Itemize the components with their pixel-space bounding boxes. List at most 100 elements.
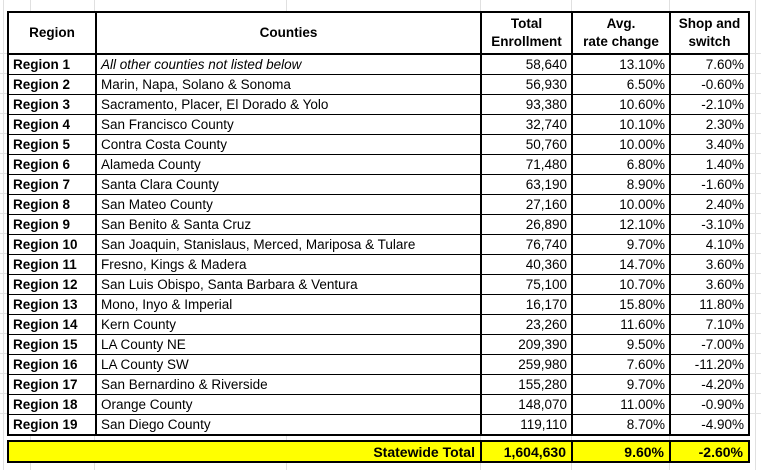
- region-cell[interactable]: Region 5: [7, 134, 97, 155]
- rate-cell[interactable]: 10.00%: [571, 194, 671, 215]
- counties-cell[interactable]: Kern County: [95, 314, 482, 335]
- counties-cell[interactable]: San Bernardino & Riverside: [95, 374, 482, 395]
- region-cell[interactable]: Region 3: [7, 94, 97, 115]
- enrollment-cell[interactable]: 50,760: [480, 134, 573, 155]
- region-cell[interactable]: Region 15: [7, 334, 97, 355]
- enrollment-cell[interactable]: 56,930: [480, 74, 573, 95]
- region-cell[interactable]: Region 18: [7, 394, 97, 415]
- enrollment-cell[interactable]: 148,070: [480, 394, 573, 415]
- rate-cell[interactable]: 10.60%: [571, 94, 671, 115]
- shop-cell[interactable]: 1.40%: [669, 154, 750, 175]
- region-cell[interactable]: Region 13: [7, 294, 97, 315]
- header-counties[interactable]: Counties: [95, 11, 482, 55]
- counties-cell[interactable]: Santa Clara County: [95, 174, 482, 195]
- region-cell[interactable]: Region 2: [7, 74, 97, 95]
- enrollment-cell[interactable]: 23,260: [480, 314, 573, 335]
- rate-cell[interactable]: 6.50%: [571, 74, 671, 95]
- counties-cell[interactable]: Orange County: [95, 394, 482, 415]
- enrollment-cell[interactable]: 27,160: [480, 194, 573, 215]
- counties-cell[interactable]: San Diego County: [95, 414, 482, 436]
- shop-cell[interactable]: 3.60%: [669, 274, 750, 295]
- shop-cell[interactable]: -0.90%: [669, 394, 750, 415]
- region-cell[interactable]: Region 4: [7, 114, 97, 135]
- counties-cell[interactable]: San Benito & Santa Cruz: [95, 214, 482, 235]
- rate-cell[interactable]: 11.00%: [571, 394, 671, 415]
- shop-cell[interactable]: -1.60%: [669, 174, 750, 195]
- rate-cell[interactable]: 14.70%: [571, 254, 671, 275]
- shop-cell[interactable]: 7.10%: [669, 314, 750, 335]
- shop-cell[interactable]: 3.60%: [669, 254, 750, 275]
- enrollment-cell[interactable]: 76,740: [480, 234, 573, 255]
- total-rate-cell[interactable]: 9.60%: [571, 440, 671, 463]
- enrollment-cell[interactable]: 40,360: [480, 254, 573, 275]
- region-cell[interactable]: Region 9: [7, 214, 97, 235]
- rate-cell[interactable]: 9.70%: [571, 234, 671, 255]
- shop-cell[interactable]: 2.30%: [669, 114, 750, 135]
- rate-cell[interactable]: 12.10%: [571, 214, 671, 235]
- counties-cell[interactable]: Fresno, Kings & Madera: [95, 254, 482, 275]
- region-cell[interactable]: Region 8: [7, 194, 97, 215]
- region-cell[interactable]: Region 6: [7, 154, 97, 175]
- counties-cell[interactable]: San Mateo County: [95, 194, 482, 215]
- total-enrollment-cell[interactable]: 1,604,630: [480, 440, 573, 463]
- counties-cell[interactable]: Contra Costa County: [95, 134, 482, 155]
- region-cell[interactable]: Region 7: [7, 174, 97, 195]
- counties-cell[interactable]: San Francisco County: [95, 114, 482, 135]
- shop-cell[interactable]: 3.40%: [669, 134, 750, 155]
- region-cell[interactable]: Region 11: [7, 254, 97, 275]
- region-cell[interactable]: Region 1: [7, 53, 97, 75]
- enrollment-cell[interactable]: 259,980: [480, 354, 573, 375]
- enrollment-cell[interactable]: 58,640: [480, 53, 573, 75]
- shop-cell[interactable]: -2.10%: [669, 94, 750, 115]
- rate-cell[interactable]: 10.70%: [571, 274, 671, 295]
- enrollment-cell[interactable]: 71,480: [480, 154, 573, 175]
- rate-cell[interactable]: 10.00%: [571, 134, 671, 155]
- region-cell[interactable]: Region 10: [7, 234, 97, 255]
- enrollment-cell[interactable]: 63,190: [480, 174, 573, 195]
- rate-cell[interactable]: 10.10%: [571, 114, 671, 135]
- shop-cell[interactable]: -4.20%: [669, 374, 750, 395]
- counties-cell[interactable]: Sacramento, Placer, El Dorado & Yolo: [95, 94, 482, 115]
- shop-cell[interactable]: 7.60%: [669, 53, 750, 75]
- enrollment-cell[interactable]: 155,280: [480, 374, 573, 395]
- counties-cell[interactable]: LA County SW: [95, 354, 482, 375]
- counties-cell[interactable]: All other counties not listed below: [95, 53, 482, 75]
- header-region[interactable]: Region: [7, 11, 97, 55]
- enrollment-cell[interactable]: 75,100: [480, 274, 573, 295]
- rate-cell[interactable]: 15.80%: [571, 294, 671, 315]
- rate-cell[interactable]: 9.70%: [571, 374, 671, 395]
- rate-cell[interactable]: 7.60%: [571, 354, 671, 375]
- counties-cell[interactable]: San Joaquin, Stanislaus, Merced, Maripos…: [95, 234, 482, 255]
- shop-cell[interactable]: -0.60%: [669, 74, 750, 95]
- shop-cell[interactable]: -4.90%: [669, 414, 750, 436]
- shop-cell[interactable]: 11.80%: [669, 294, 750, 315]
- region-cell[interactable]: Region 19: [7, 414, 97, 436]
- enrollment-cell[interactable]: 32,740: [480, 114, 573, 135]
- counties-cell[interactable]: Mono, Inyo & Imperial: [95, 294, 482, 315]
- enrollment-cell[interactable]: 16,170: [480, 294, 573, 315]
- rate-cell[interactable]: 6.80%: [571, 154, 671, 175]
- region-cell[interactable]: Region 12: [7, 274, 97, 295]
- enrollment-cell[interactable]: 26,890: [480, 214, 573, 235]
- rate-cell[interactable]: 13.10%: [571, 53, 671, 75]
- header-avg-rate-change[interactable]: Avg. rate change: [571, 11, 671, 55]
- shop-cell[interactable]: -3.10%: [669, 214, 750, 235]
- shop-cell[interactable]: -7.00%: [669, 334, 750, 355]
- header-total-enrollment[interactable]: Total Enrollment: [480, 11, 573, 55]
- header-shop-and-switch[interactable]: Shop and switch: [669, 11, 750, 55]
- region-cell[interactable]: Region 17: [7, 374, 97, 395]
- enrollment-cell[interactable]: 209,390: [480, 334, 573, 355]
- region-cell[interactable]: Region 16: [7, 354, 97, 375]
- counties-cell[interactable]: Alameda County: [95, 154, 482, 175]
- rate-cell[interactable]: 11.60%: [571, 314, 671, 335]
- shop-cell[interactable]: 2.40%: [669, 194, 750, 215]
- total-shop-cell[interactable]: -2.60%: [669, 440, 750, 463]
- rate-cell[interactable]: 8.70%: [571, 414, 671, 436]
- shop-cell[interactable]: 4.10%: [669, 234, 750, 255]
- rate-cell[interactable]: 8.90%: [571, 174, 671, 195]
- enrollment-cell[interactable]: 93,380: [480, 94, 573, 115]
- region-cell[interactable]: Region 14: [7, 314, 97, 335]
- rate-cell[interactable]: 9.50%: [571, 334, 671, 355]
- enrollment-cell[interactable]: 119,110: [480, 414, 573, 436]
- total-label-cell[interactable]: Statewide Total: [7, 440, 482, 463]
